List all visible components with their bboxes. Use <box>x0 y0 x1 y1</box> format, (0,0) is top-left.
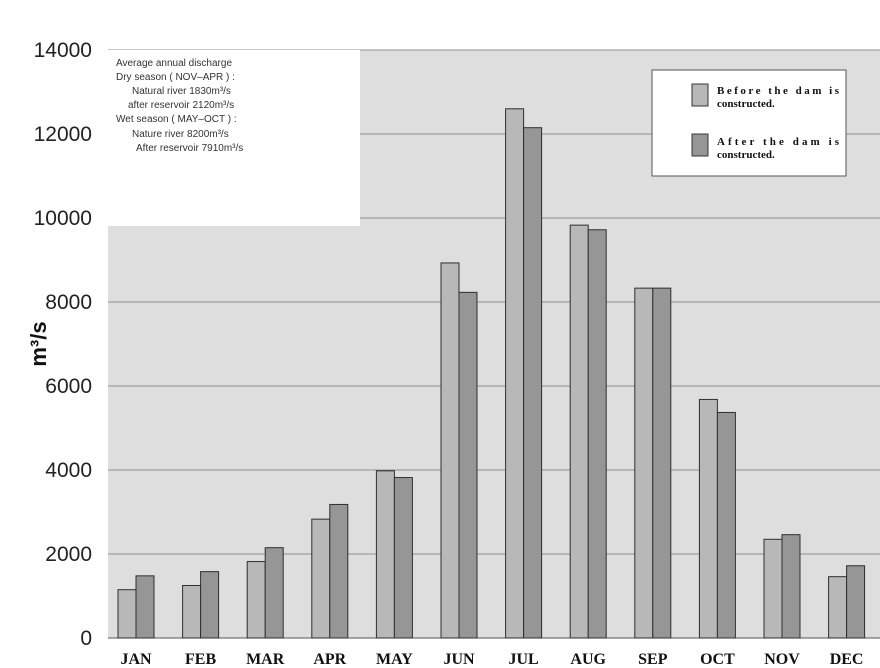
bar-after-jun <box>458 291 478 639</box>
bar-after-apr <box>329 503 349 639</box>
y-tick-label: 0 <box>80 627 92 650</box>
legend-swatch-before <box>691 83 709 107</box>
bar-before-mar <box>246 561 266 639</box>
y-tick-label: 6000 <box>45 375 92 398</box>
x-tick-label: OCT <box>700 651 735 668</box>
bar-before-sep <box>634 287 654 639</box>
legend-box <box>651 69 847 177</box>
bar-after-dec <box>846 565 866 639</box>
bar-before-jan <box>117 589 137 639</box>
y-tick-label: 2000 <box>45 543 92 566</box>
bar-after-jan <box>135 575 155 639</box>
bar-after-oct <box>716 411 736 639</box>
y-tick-label: 12000 <box>34 123 92 146</box>
x-tick-label: MAY <box>376 651 413 668</box>
annotation-line: Average annual discharge <box>116 58 232 69</box>
bar-after-sep <box>652 287 672 639</box>
bar-before-aug <box>569 224 589 639</box>
bar-after-mar <box>264 547 284 639</box>
y-tick-label: 8000 <box>45 291 92 314</box>
x-tick-label: SEP <box>638 651 668 668</box>
annotation-line: Dry season ( NOV–APR ) : <box>116 72 235 83</box>
annotation-line: Nature river 8200m³/s <box>132 129 229 140</box>
bar-before-may <box>375 470 395 639</box>
bar-after-may <box>393 477 413 639</box>
x-tick-label: APR <box>313 651 346 668</box>
x-tick-label: DEC <box>830 651 864 668</box>
bars <box>117 108 866 639</box>
bar-after-aug <box>587 229 607 639</box>
bar-before-dec <box>828 576 848 639</box>
y-axis-label: m³/s <box>26 321 51 366</box>
annotation-background <box>108 50 360 226</box>
legend-label-before: Before the dam is <box>717 85 840 97</box>
bar-after-nov <box>781 534 801 639</box>
y-tick-label: 14000 <box>34 39 92 62</box>
x-tick-label: NOV <box>764 651 800 668</box>
annotation-box: Average annual discharge Dry season ( NO… <box>108 50 360 226</box>
annotation-line: after reservoir 2120m³/s <box>128 100 234 111</box>
bar-before-apr <box>311 518 331 639</box>
bar-after-feb <box>200 571 220 639</box>
annotation-line: Natural river 1830m³/s <box>132 86 231 97</box>
x-tick-label: JAN <box>120 651 152 668</box>
annotation-line: Wet season ( MAY–OCT ) : <box>116 114 237 125</box>
x-tick-label: JUL <box>508 651 538 668</box>
x-tick-label: MAR <box>246 651 285 668</box>
legend: Before the dam is constructed. After the… <box>651 69 847 177</box>
x-tick-label: JUN <box>443 651 475 668</box>
annotation-line: After reservoir 7910m³/s <box>136 143 243 154</box>
bar-before-feb <box>182 585 202 639</box>
legend-label-after: constructed. <box>717 149 775 161</box>
bar-before-jun <box>440 262 460 639</box>
x-axis-ticks: JAN FEB MAR APR MAY JUN JUL AUG SEP OCT NOV DEC <box>120 651 863 668</box>
legend-swatch-after <box>691 133 709 157</box>
y-tick-label: 10000 <box>34 207 92 230</box>
bar-after-jul <box>523 127 543 639</box>
x-tick-label: FEB <box>185 651 216 668</box>
y-tick-label: 4000 <box>45 459 92 482</box>
y-axis-ticks: 0 2000 4000 6000 8000 10000 12000 14000 <box>34 39 92 650</box>
bar-before-jul <box>505 108 525 639</box>
bar-before-nov <box>763 538 783 639</box>
x-tick-label: AUG <box>570 651 606 668</box>
bar-before-oct <box>698 398 718 639</box>
legend-label-before: constructed. <box>717 98 775 110</box>
